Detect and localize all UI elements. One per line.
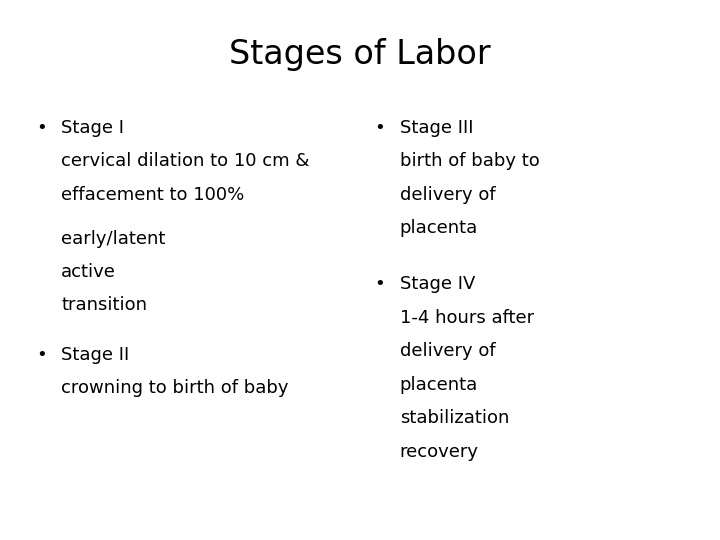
Text: cervical dilation to 10 cm &: cervical dilation to 10 cm & [61,152,310,170]
Text: stabilization: stabilization [400,409,509,427]
Text: Stage III: Stage III [400,119,473,137]
Text: •: • [36,119,47,137]
Text: Stages of Labor: Stages of Labor [229,38,491,71]
Text: •: • [374,275,385,293]
Text: delivery of: delivery of [400,186,495,204]
Text: effacement to 100%: effacement to 100% [61,186,245,204]
Text: birth of baby to: birth of baby to [400,152,539,170]
Text: crowning to birth of baby: crowning to birth of baby [61,379,289,397]
Text: 1-4 hours after: 1-4 hours after [400,309,534,327]
Text: placenta: placenta [400,219,478,237]
Text: Stage IV: Stage IV [400,275,475,293]
Text: Stage II: Stage II [61,346,130,363]
Text: delivery of: delivery of [400,342,495,360]
Text: early/latent: early/latent [61,230,166,247]
Text: recovery: recovery [400,443,479,461]
Text: •: • [374,119,385,137]
Text: •: • [36,346,47,363]
Text: transition: transition [61,296,147,314]
Text: Stage I: Stage I [61,119,125,137]
Text: placenta: placenta [400,376,478,394]
Text: active: active [61,263,116,281]
